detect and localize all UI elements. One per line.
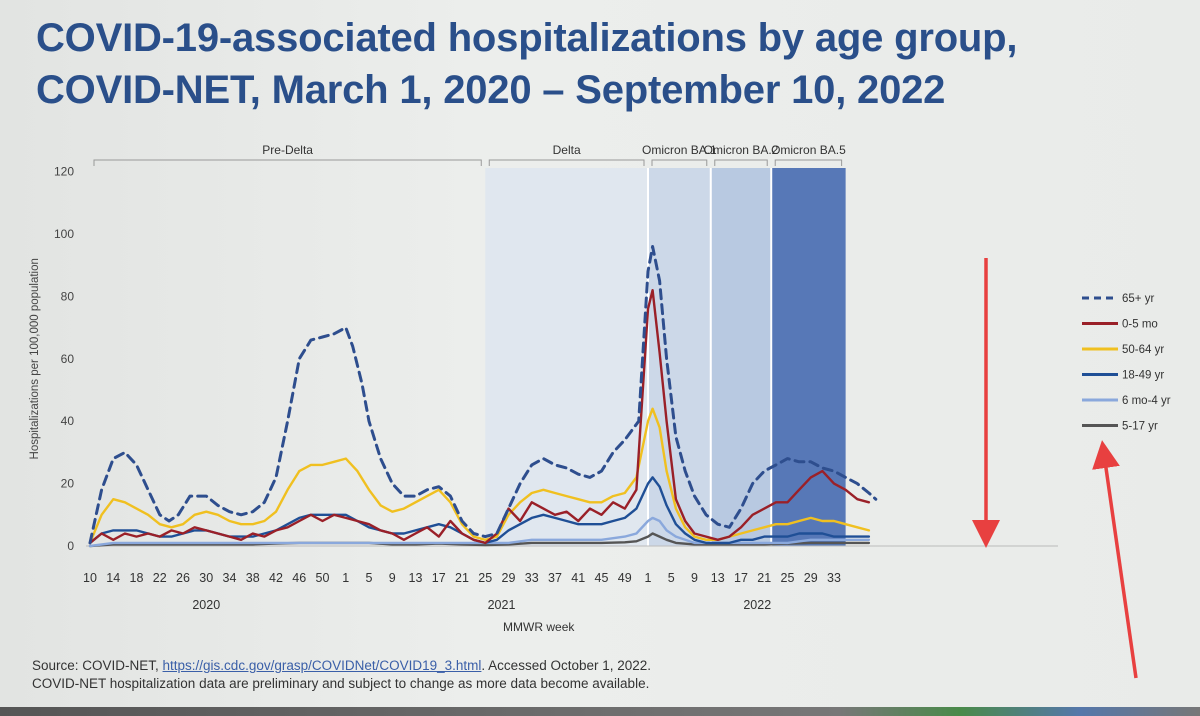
x-tick-label: 25	[781, 571, 795, 585]
x-tick-label: 29	[804, 571, 818, 585]
title-line-2: COVID-NET, March 1, 2020 – September 10,…	[36, 68, 946, 112]
legend-label: 0-5 mo	[1122, 319, 1158, 331]
preliminary-data-note: COVID-NET hospitalization data are preli…	[32, 676, 650, 691]
period-bracket	[93, 159, 482, 166]
period-bracket	[714, 159, 768, 166]
x-tick-label: 46	[292, 571, 306, 585]
period-label: Delta	[553, 143, 581, 157]
year-label: 2022	[743, 598, 771, 612]
y-tick-label: 80	[61, 289, 75, 303]
x-tick-label: 34	[223, 571, 237, 585]
x-tick-label: 9	[389, 571, 396, 585]
legend-label: 50-64 yr	[1122, 344, 1164, 356]
x-tick-label: 18	[130, 571, 144, 585]
slide-title: COVID-19-associated hospitalizations by …	[36, 12, 1136, 116]
series-line-5-17-yr	[88, 532, 871, 548]
period-band	[710, 168, 772, 546]
x-tick-label: 17	[432, 571, 446, 585]
x-tick-label: 25	[478, 571, 492, 585]
legend-label: 5-17 yr	[1122, 421, 1158, 433]
x-tick-label: 9	[691, 571, 698, 585]
period-bracket	[488, 159, 645, 166]
year-label: 2021	[488, 598, 516, 612]
x-axis-title: MMWR week	[503, 620, 575, 634]
period-label: Pre-Delta	[262, 143, 313, 157]
period-bracket	[774, 159, 843, 166]
source-suffix: . Accessed October 1, 2022.	[481, 658, 652, 673]
x-tick-label: 13	[409, 571, 423, 585]
title-line-1: COVID-19-associated hospitalizations by …	[36, 16, 1018, 60]
y-tick-label: 0	[67, 539, 74, 553]
bottom-bezel	[0, 707, 1200, 716]
x-tick-label: 29	[502, 571, 516, 585]
x-tick-label: 38	[246, 571, 260, 585]
period-label: Omicron BA.5	[771, 143, 846, 157]
x-tick-label: 13	[711, 571, 725, 585]
period-label: Omicron BA.2	[704, 143, 779, 157]
x-tick-label: 33	[827, 571, 841, 585]
x-tick-label: 14	[106, 571, 120, 585]
year-label: 2020	[192, 598, 220, 612]
period-band	[771, 168, 846, 546]
series-line-0-5-mo	[88, 289, 871, 545]
legend-label: 6 mo-4 yr	[1122, 395, 1171, 407]
x-tick-label: 30	[199, 571, 213, 585]
x-tick-label: 45	[595, 571, 609, 585]
source-link[interactable]: https://gis.cdc.gov/grasp/COVIDNet/COVID…	[162, 658, 482, 673]
x-tick-label: 26	[176, 571, 190, 585]
y-tick-label: 40	[61, 414, 75, 428]
x-tick-label: 1	[342, 571, 349, 585]
period-label: Omicron BA.1	[642, 143, 717, 157]
x-tick-label: 37	[548, 571, 562, 585]
x-tick-label: 41	[571, 571, 585, 585]
y-axis-title: Hospitalizations per 100,000 population	[29, 258, 41, 459]
y-tick-label: 100	[54, 227, 74, 241]
x-tick-label: 42	[269, 571, 283, 585]
x-tick-label: 1	[645, 571, 652, 585]
x-tick-label: 10	[83, 571, 97, 585]
x-tick-label: 5	[366, 571, 373, 585]
series-line-65-yr	[88, 245, 878, 545]
x-tick-label: 17	[734, 571, 748, 585]
annotation-arrow-up	[1092, 440, 1138, 679]
source-prefix: Source: COVID-NET,	[32, 658, 163, 673]
x-tick-label: 50	[316, 571, 330, 585]
period-band	[485, 168, 648, 546]
x-tick-label: 21	[455, 571, 469, 585]
x-tick-label: 33	[525, 571, 539, 585]
source-note: Source: COVID-NET, https://gis.cdc.gov/g…	[32, 657, 1032, 693]
x-tick-label: 49	[618, 571, 632, 585]
legend-label: 65+ yr	[1122, 293, 1154, 305]
legend-label: 18-49 yr	[1122, 370, 1164, 382]
period-band	[648, 168, 711, 546]
x-tick-label: 21	[757, 571, 771, 585]
period-bracket	[651, 159, 708, 166]
x-tick-label: 5	[668, 571, 675, 585]
y-tick-label: 20	[61, 477, 75, 491]
y-tick-label: 120	[54, 165, 74, 179]
x-tick-label: 22	[153, 571, 167, 585]
y-tick-label: 60	[61, 352, 75, 366]
